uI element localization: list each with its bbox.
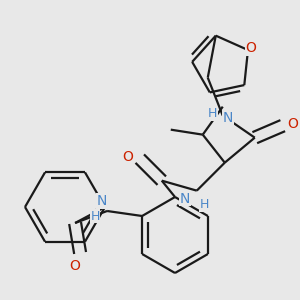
Text: N: N [180,192,190,206]
Text: H: H [208,107,218,120]
Text: H: H [90,209,100,223]
Text: H: H [200,198,209,211]
Text: O: O [70,259,80,273]
Text: O: O [245,41,256,55]
Text: O: O [122,150,133,164]
Text: O: O [287,117,298,131]
Text: N: N [97,194,107,208]
Text: N: N [223,111,233,125]
